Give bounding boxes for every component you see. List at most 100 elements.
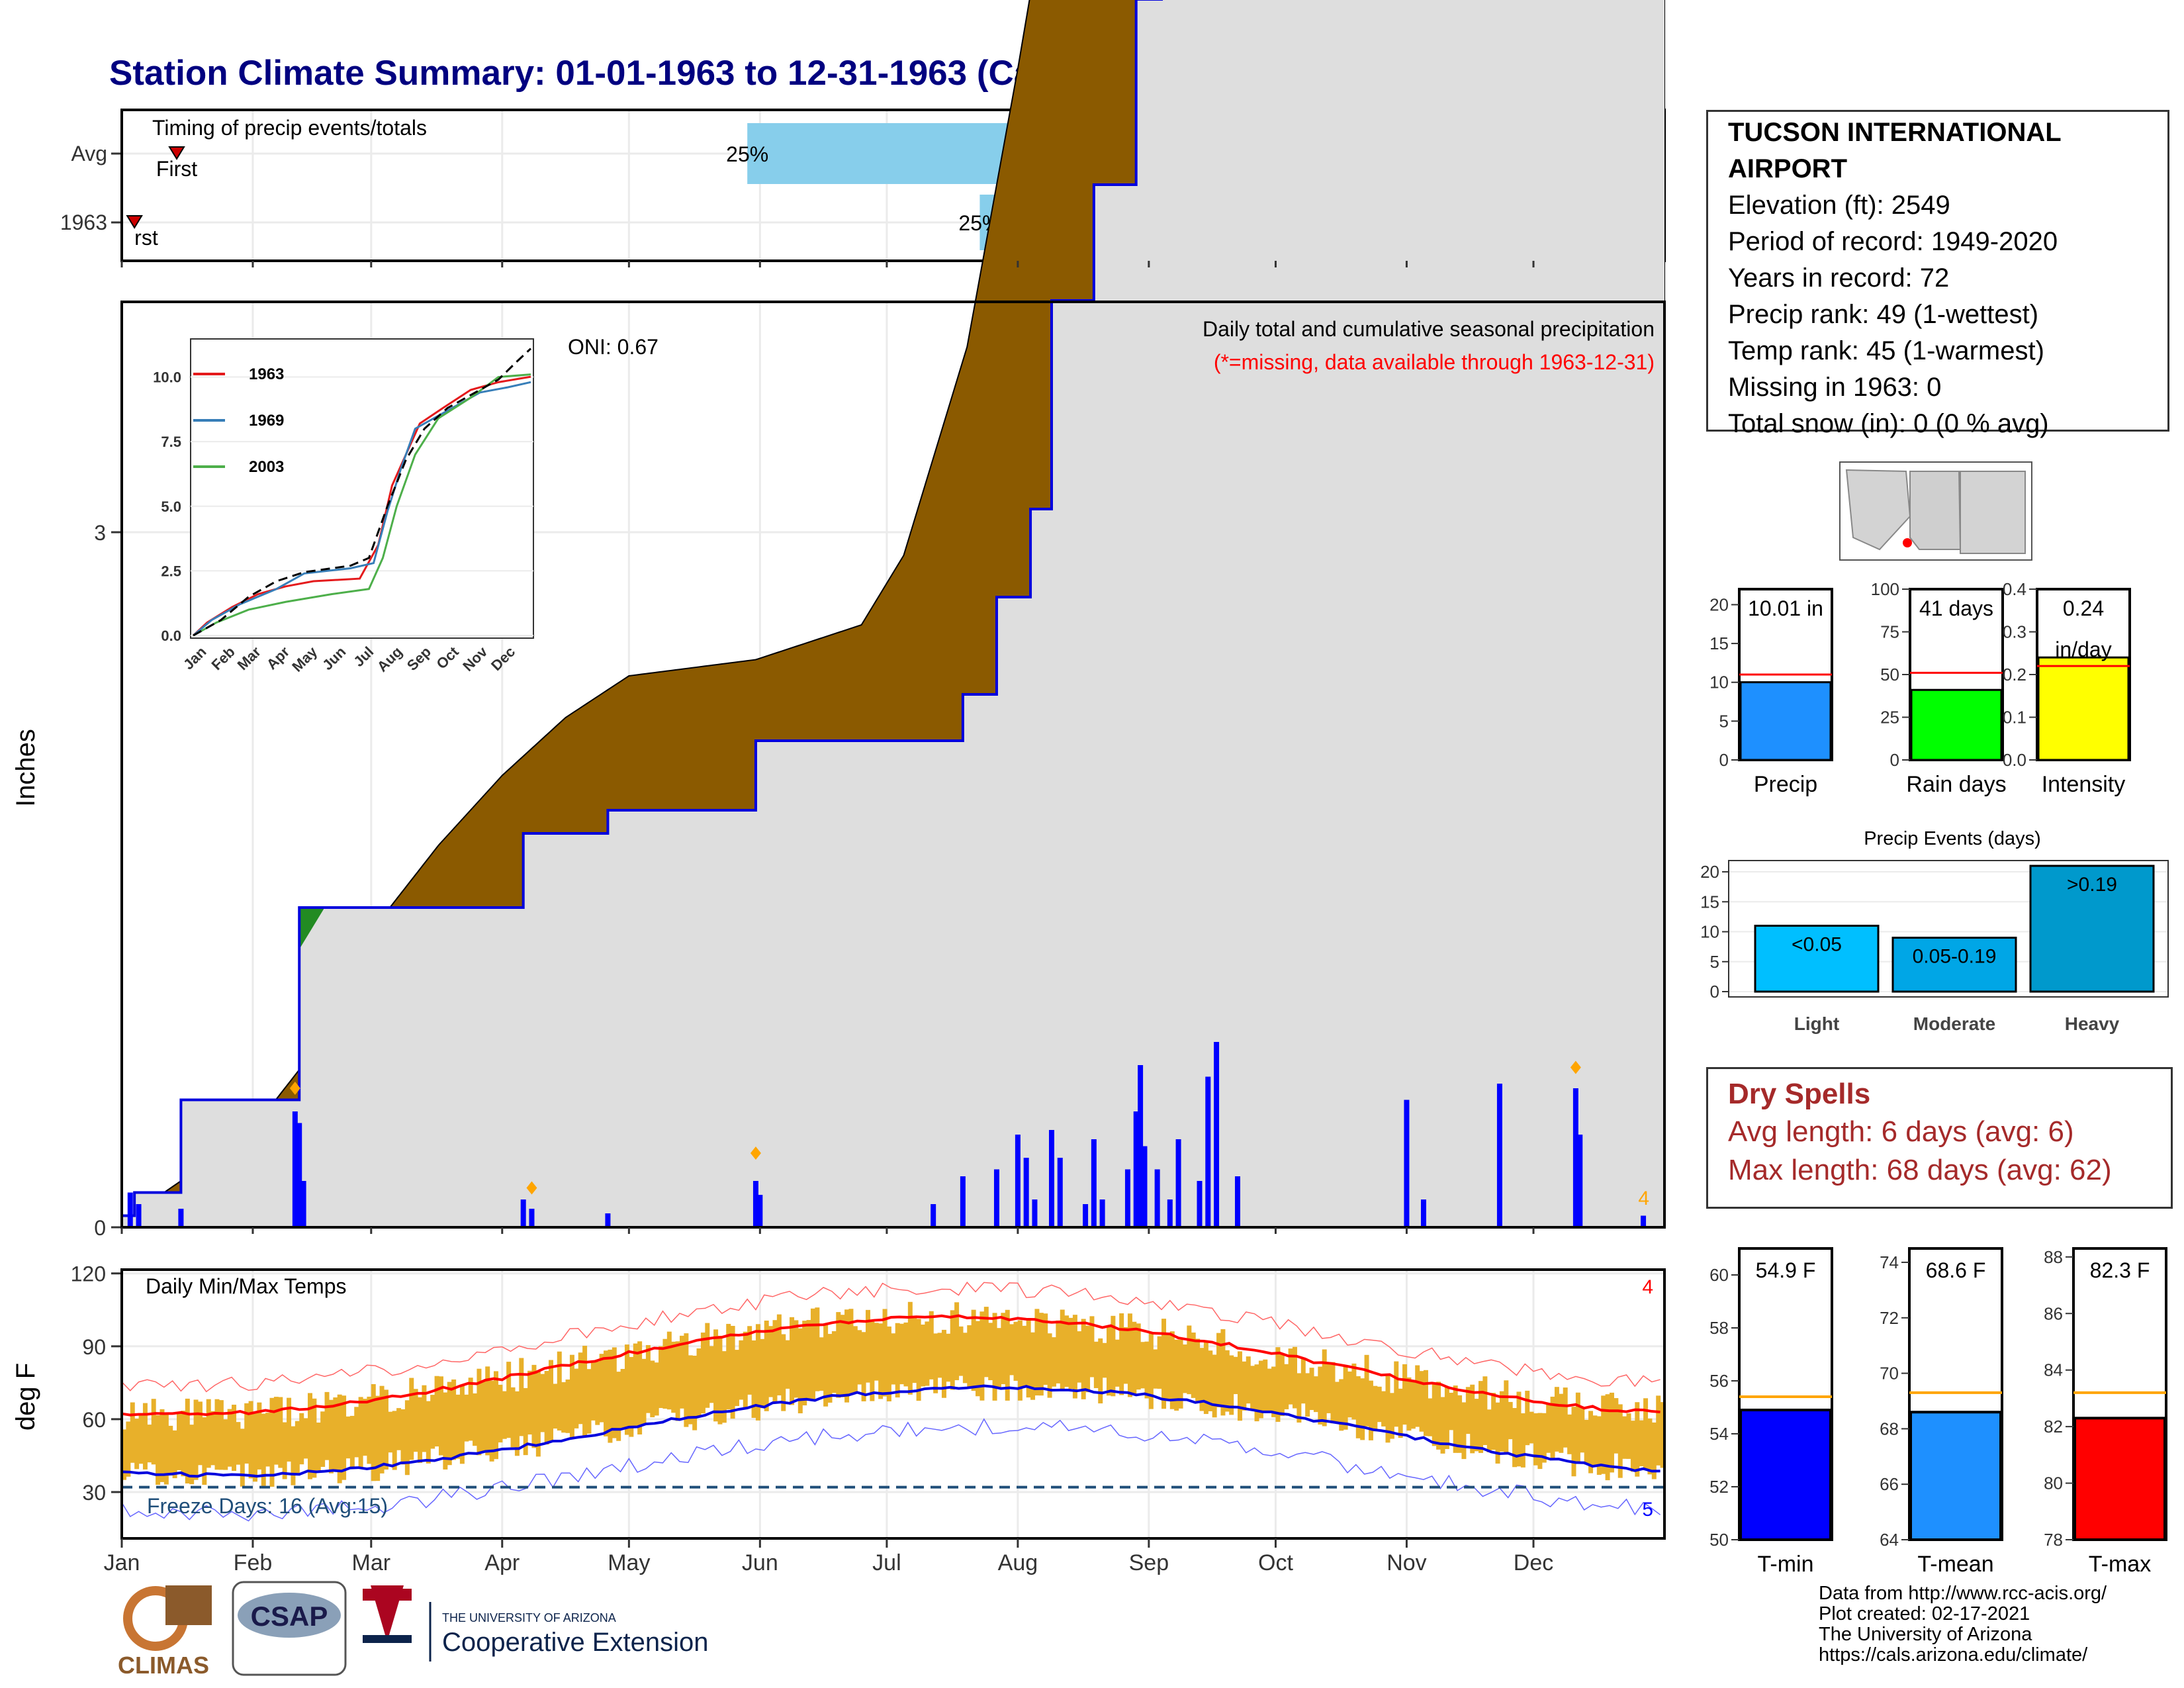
temp-ytick-label: 60 [82,1408,106,1432]
month-axis-label: Nov [1387,1550,1426,1575]
daily-temp-bar [341,1395,347,1480]
daily-temp-bar [1102,1342,1107,1378]
daily-temp-bar [506,1362,512,1438]
daily-temp-bar [1115,1339,1120,1387]
daily-temp-bar [320,1411,326,1467]
daily-temp-bar [400,1409,406,1465]
daily-temp-bar [650,1360,655,1418]
station-snow: Total snow (in): 0 (0 % avg) [1728,409,2049,438]
daily-temp-bar [1136,1323,1141,1390]
daily-temp-bar [696,1348,702,1417]
map-state [1909,471,1962,550]
csap-logo-text: CSAP [251,1601,328,1632]
precip-ylabel: Inches [11,729,40,807]
daily-temp-bar [925,1321,930,1386]
temp-summary-ytick-label: 84 [2044,1360,2063,1380]
timing-panel-title: Timing of precip events/totals [152,116,427,140]
daily-temp-bar [510,1387,516,1448]
daily-temp-bar [612,1347,617,1438]
daily-temp-bar [447,1382,452,1466]
daily-temp-bar [950,1310,955,1390]
summary-bar [1910,688,2003,761]
daily-temp-bar [531,1364,537,1448]
event-bar-value: 0.05-0.19 [1913,946,1997,968]
daily-temp-bar [1402,1364,1408,1425]
daily-temp-bar [1385,1376,1390,1443]
daily-precip-bar [931,1204,936,1227]
daily-temp-bar [163,1413,169,1485]
daily-temp-bar [244,1403,250,1464]
daily-temp-bar [772,1320,778,1403]
daily-temp-bar [252,1413,257,1482]
events-ytick-label: 20 [1700,862,1719,882]
daily-temp-bar [549,1360,554,1442]
temp-panel-title: Daily Min/Max Temps [146,1274,346,1298]
daily-temp-bar [907,1301,913,1395]
daily-temp-bar [1224,1350,1230,1412]
daily-temp-bar [130,1402,135,1463]
daily-temp-bar [1013,1321,1019,1381]
month-axis-label: Feb [234,1550,273,1575]
daily-temp-bar [1432,1383,1437,1446]
daily-temp-bar [1465,1387,1471,1434]
daily-temp-bar [261,1413,266,1486]
ua-logo-icon [363,1635,412,1643]
daily-temp-bar [1098,1338,1103,1404]
summary-ytick-label: 0.0 [2003,750,2026,770]
daily-precip-bar [529,1209,535,1227]
daily-temp-bar [227,1409,232,1467]
daily-temp-bar [527,1370,533,1435]
summary-bar-label: Rain days [1906,772,2006,797]
daily-temp-bar [1030,1332,1036,1400]
daily-temp-bar [903,1322,909,1387]
summary-ytick-label: 25 [1880,708,1899,727]
daily-temp-bar [1005,1309,1010,1401]
summary-bar-unit: in/day [2055,637,2111,661]
daily-temp-bar [836,1312,841,1398]
daily-temp-bar [760,1338,765,1409]
daily-temp-bar [159,1409,165,1482]
daily-temp-bar [1051,1337,1056,1387]
daily-temp-bar [358,1397,363,1468]
daily-temp-bar [1656,1395,1661,1466]
daily-temp-bar [426,1401,431,1464]
daily-temp-bar [1026,1318,1031,1398]
daily-temp-bar [590,1360,596,1421]
daily-temp-bar [177,1413,182,1470]
station-location-marker [1903,538,1912,547]
daily-temp-bar [976,1321,981,1397]
month-axis-label: Oct [1258,1550,1293,1575]
daily-temp-bar [1132,1321,1137,1395]
daily-temp-bar [899,1323,905,1385]
temp-summary-label: T-mean [1917,1552,1993,1577]
daily-temp-bar [1318,1366,1323,1425]
inset-ytick-label: 10.0 [153,369,181,386]
event-bar-label: Light [1794,1013,1839,1034]
temp-summary-bar [1739,1409,1832,1541]
summary-bar-label: Intensity [2042,772,2126,797]
climas-logo-text: CLIMAS [118,1652,209,1679]
daily-temp-bar [392,1411,397,1470]
daily-temp-bar [1153,1349,1158,1389]
daily-temp-bar [709,1346,714,1403]
daily-temp-bar [1351,1363,1357,1420]
daily-temp-bar [1187,1325,1192,1395]
daily-temp-bar [1148,1332,1154,1409]
daily-temp-bar [1449,1392,1454,1430]
daily-temp-bar [1178,1339,1183,1409]
daily-temp-bar [1300,1358,1306,1404]
daily-temp-bar [751,1340,756,1418]
daily-temp-bar [637,1341,643,1435]
daily-precip-bar [1420,1199,1426,1227]
daily-temp-bar [151,1399,156,1465]
month-axis-label: Apr [484,1550,520,1575]
events-title: Precip Events (days) [1864,828,2041,849]
daily-temp-bar [519,1358,524,1436]
daily-temp-bar [535,1370,541,1457]
daily-temp-bar [168,1425,173,1476]
daily-temp-bar [1199,1348,1205,1411]
daily-temp-bar [705,1323,710,1408]
temp-ytick-label: 90 [82,1335,106,1359]
daily-temp-bar [282,1422,287,1479]
daily-temp-bar [1508,1401,1513,1440]
